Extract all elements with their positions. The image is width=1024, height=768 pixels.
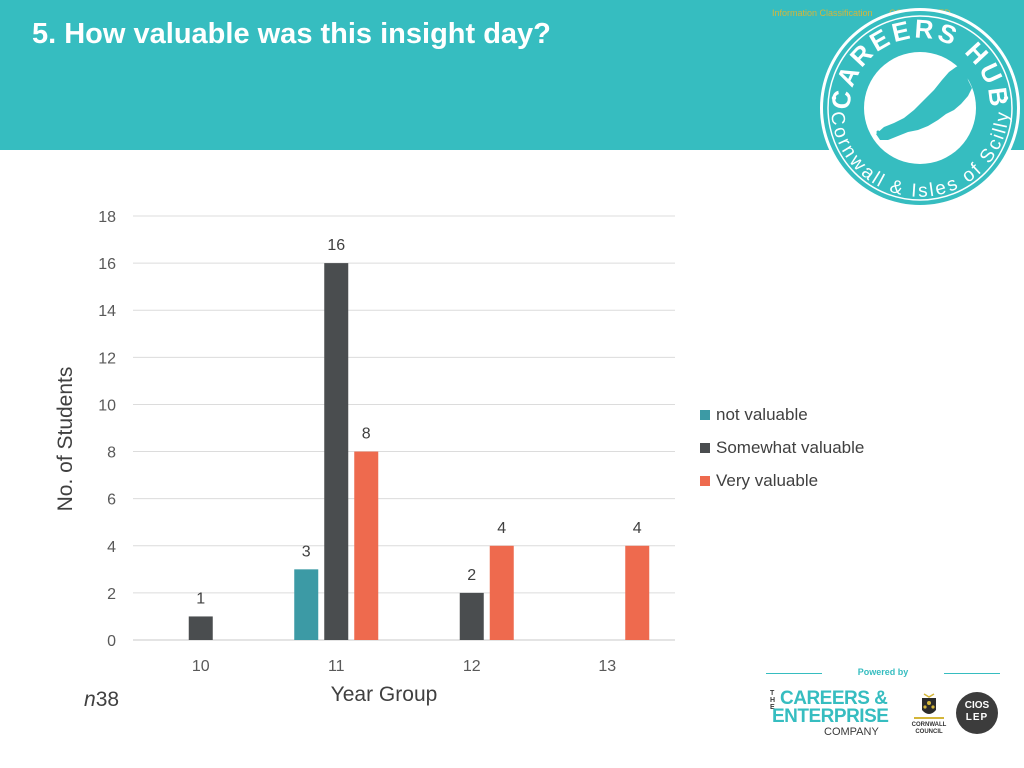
council-name-line1: CORNWALL — [911, 722, 947, 728]
divider — [766, 673, 822, 674]
y-tick-label: 16 — [98, 256, 116, 273]
cec-careers-text: CAREERS & — [780, 688, 888, 709]
y-tick-label: 18 — [98, 209, 116, 226]
legend-label: Somewhat valuable — [716, 437, 865, 457]
legend-label: not valuable — [716, 404, 808, 424]
legend-label: Very valuable — [716, 470, 819, 490]
powered-by-text: Powered by — [857, 667, 909, 677]
bar — [489, 545, 514, 640]
data-label: 4 — [497, 520, 506, 537]
legend-item-not-valuable: not valuable — [700, 398, 864, 431]
lep-top-text: CIOS — [964, 700, 990, 711]
sample-size: n38 — [84, 688, 119, 712]
y-tick-label: 0 — [107, 633, 116, 650]
bar — [294, 569, 319, 640]
y-tick-label: 12 — [98, 350, 116, 367]
cec-enterprise-text: ENTERPRISE — [772, 706, 889, 727]
data-label: 8 — [362, 426, 371, 443]
y-tick-label: 6 — [107, 492, 116, 509]
y-tick-label: 4 — [107, 539, 116, 556]
bar — [324, 263, 349, 640]
legend-swatch — [700, 409, 710, 420]
x-tick-label: 13 — [598, 658, 616, 675]
lep-bottom-text: LEP — [965, 712, 989, 723]
y-tick-label: 2 — [107, 586, 116, 603]
data-label: 2 — [467, 567, 476, 584]
cec-the-text: THE — [770, 690, 776, 711]
careers-enterprise-company-logo: THE CAREERS & ENTERPRISE COMPANY — [770, 688, 898, 740]
y-tick-label: 14 — [98, 303, 116, 320]
data-label: 16 — [327, 237, 345, 254]
classification-text: Information Classification — [772, 8, 873, 18]
y-tick-label: 8 — [107, 445, 116, 462]
bar — [459, 592, 484, 640]
data-label: 3 — [302, 543, 311, 560]
footer-logos: Powered by THE CAREERS & ENTERPRISE COMP… — [766, 664, 1000, 744]
legend-item-very-valuable: Very valuable — [700, 464, 864, 497]
x-tick-label: 10 — [192, 658, 210, 675]
cornwall-map-icon — [876, 64, 972, 140]
cec-company-text: COMPANY — [824, 726, 879, 738]
x-tick-label: 11 — [328, 658, 345, 675]
data-label: 4 — [633, 520, 642, 537]
legend-swatch — [700, 442, 710, 453]
crest-icon — [914, 693, 944, 719]
cornwall-council-logo: CORNWALL COUNCIL — [904, 692, 954, 740]
x-axis-label: Year Group — [331, 683, 438, 706]
bar — [354, 451, 379, 640]
y-tick-label: 10 — [98, 397, 116, 414]
sample-size-label: n — [84, 688, 96, 711]
x-tick-label: 12 — [463, 658, 481, 675]
careers-hub-logo: CAREERS HUB Cornwall & Isles of Scilly — [820, 8, 1020, 208]
page-title: 5. How valuable was this insight day? — [32, 18, 551, 50]
legend-item-somewhat-valuable: Somewhat valuable — [700, 431, 864, 464]
cios-lep-logo: CIOS LEP — [956, 692, 998, 734]
council-name-line2: COUNCIL — [915, 729, 943, 735]
sample-size-value: 38 — [95, 688, 120, 711]
legend-swatch — [700, 475, 710, 486]
chart-legend: not valuable Somewhat valuable Very valu… — [700, 398, 864, 497]
y-axis-label: No. of Students — [54, 367, 77, 512]
bar — [625, 545, 650, 640]
divider — [944, 673, 1000, 674]
data-label: 1 — [196, 590, 205, 607]
powered-by-row: Powered by — [766, 664, 1000, 682]
bar — [188, 616, 213, 640]
